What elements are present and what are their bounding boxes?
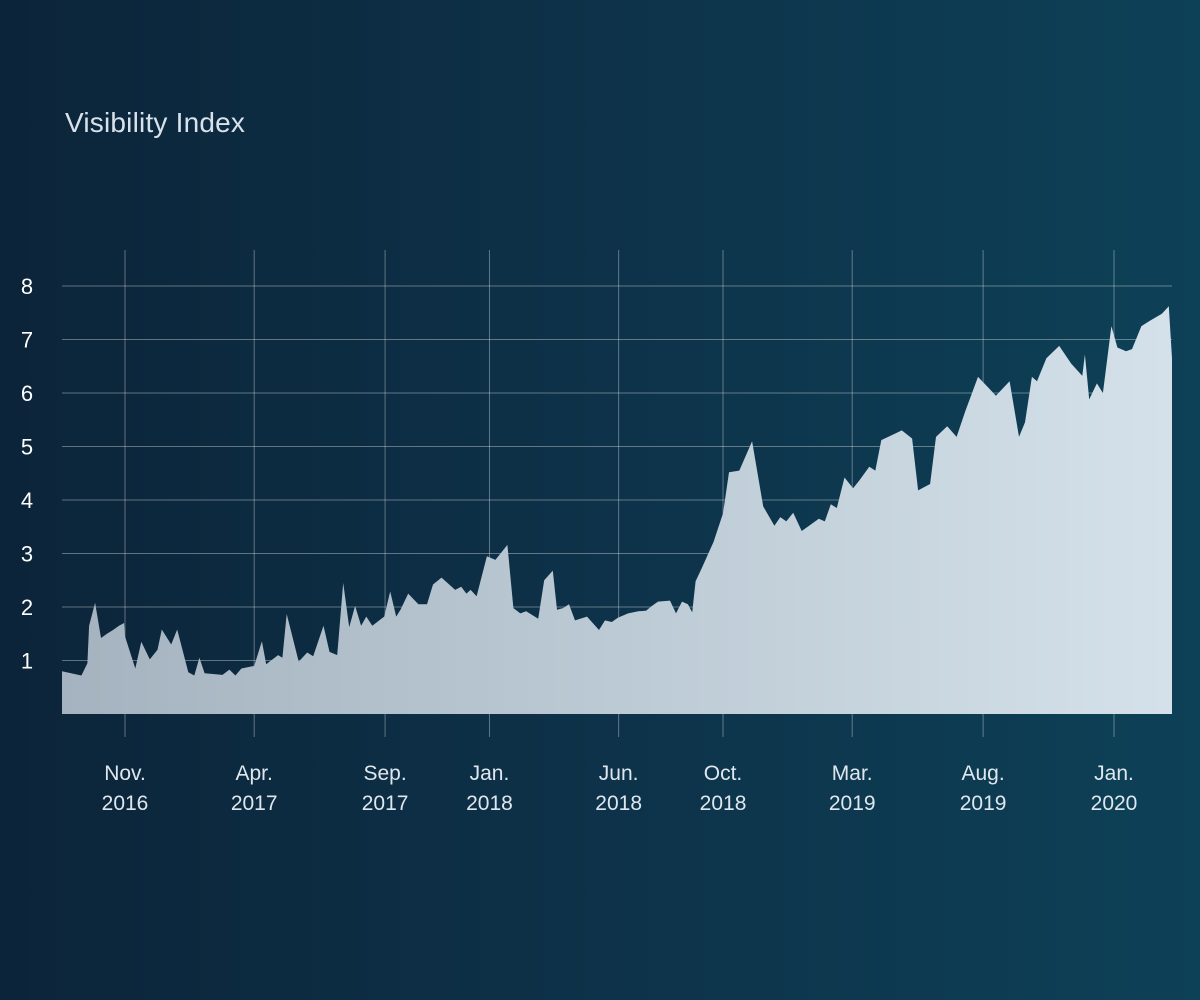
x-tick-month: Nov. xyxy=(104,762,146,785)
x-tick-year: 2018 xyxy=(700,792,747,815)
x-tick-label: Apr. 2017 xyxy=(231,762,278,815)
x-tick-year: 2019 xyxy=(960,792,1007,815)
x-tick-label: Mar. 2019 xyxy=(829,762,876,815)
x-tick-label: Aug. 2019 xyxy=(960,762,1007,815)
y-tick-label: 5 xyxy=(21,435,33,460)
y-axis-ticks: 1 2 3 4 5 6 7 8 xyxy=(21,274,33,674)
x-tick-month: Jan. xyxy=(470,762,510,785)
x-tick-label: Sep. 2017 xyxy=(362,762,409,815)
x-tick-month: Mar. xyxy=(832,762,873,785)
x-tick-month: Jun. xyxy=(599,762,639,785)
x-tick-year: 2018 xyxy=(466,792,513,815)
y-tick-label: 8 xyxy=(21,274,33,299)
y-tick-label: 7 xyxy=(21,328,33,353)
x-tick-year: 2020 xyxy=(1091,792,1138,815)
y-tick-label: 2 xyxy=(21,595,33,620)
y-tick-label: 1 xyxy=(21,649,33,674)
x-tick-year: 2017 xyxy=(362,792,409,815)
y-tick-label: 6 xyxy=(21,381,33,406)
y-tick-label: 3 xyxy=(21,542,33,567)
x-tick-month: Apr. xyxy=(236,762,273,785)
x-tick-month: Oct. xyxy=(704,762,743,785)
x-tick-month: Sep. xyxy=(363,762,406,785)
chart-title: Visibility Index xyxy=(65,107,246,138)
x-tick-year: 2016 xyxy=(102,792,149,815)
x-tick-month: Aug. xyxy=(962,762,1005,785)
x-tick-label: Oct. 2018 xyxy=(700,762,747,815)
x-tick-label: Jan. 2018 xyxy=(466,762,513,815)
visibility-area xyxy=(62,263,1172,714)
area-series xyxy=(62,263,1172,714)
x-tick-label: Nov. 2016 xyxy=(102,762,149,815)
x-tick-year: 2017 xyxy=(231,792,278,815)
y-tick-label: 4 xyxy=(21,488,33,513)
x-tick-label: Jan. 2020 xyxy=(1091,762,1138,815)
x-tick-month: Jan. xyxy=(1094,762,1134,785)
x-tick-year: 2019 xyxy=(829,792,876,815)
x-axis-ticks: Nov. 2016 Apr. 2017 Sep. 2017 Jan. 2018 Jun. 2018… xyxy=(102,762,1138,815)
x-tick-year: 2018 xyxy=(595,792,642,815)
x-tick-label: Jun. 2018 xyxy=(595,762,642,815)
